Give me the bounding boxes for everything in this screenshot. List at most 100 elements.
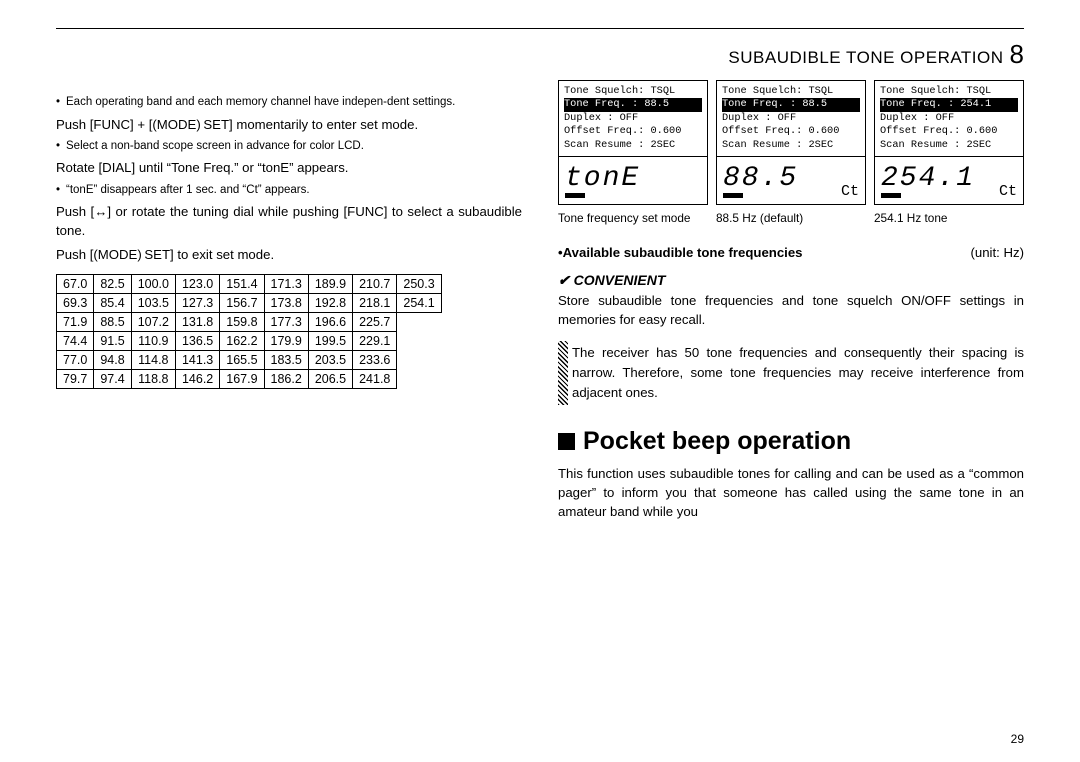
table-cell: 74.4 <box>57 331 94 350</box>
table-cell <box>397 331 441 350</box>
lcd-a-r1: Tone Squelch: TSQL <box>564 85 702 98</box>
table-cell: 151.4 <box>220 274 264 293</box>
available-frequencies-unit: (unit: Hz) <box>971 245 1025 260</box>
table-row: 77.094.8114.8141.3165.5183.5203.5233.6 <box>57 350 442 369</box>
table-cell: 69.3 <box>57 293 94 312</box>
content-columns: • Each operating band and each memory ch… <box>56 80 1024 525</box>
top-rule <box>56 28 1024 29</box>
lcd-captions: Tone frequency set mode 88.5 Hz (default… <box>558 211 1024 225</box>
lcd-c-big: 254.1 <box>881 163 975 194</box>
table-cell: 177.3 <box>264 312 308 331</box>
table-cell: 171.3 <box>264 274 308 293</box>
lcd-b-r1: Tone Squelch: TSQL <box>722 85 860 98</box>
lcd-a-display: tonE <box>559 156 707 204</box>
lcd-c-display: 254.1 Ct <box>875 156 1023 204</box>
lcd-b-bar <box>723 193 743 198</box>
table-cell: 123.0 <box>175 274 219 293</box>
step-2: Rotate [DIAL] until “Tone Freq.” or “ton… <box>56 158 522 177</box>
table-cell <box>397 350 441 369</box>
bullet-3-text: “tonE” disappears after 1 sec. and “Ct” … <box>66 182 522 199</box>
lcd-c-bar <box>881 193 901 198</box>
table-cell: 173.8 <box>264 293 308 312</box>
bullet-3: • “tonE” disappears after 1 sec. and “Ct… <box>56 182 522 199</box>
table-cell: 77.0 <box>57 350 94 369</box>
table-cell: 167.9 <box>220 369 264 388</box>
lcd-b-caption: 88.5 Hz (default) <box>716 211 866 225</box>
convenient-title: ✔ CONVENIENT <box>558 272 1024 289</box>
table-cell: 136.5 <box>175 331 219 350</box>
left-column: • Each operating band and each memory ch… <box>56 80 522 525</box>
square-icon <box>558 433 575 450</box>
lcd-c-caption: 254.1 Hz tone <box>874 211 1024 225</box>
table-cell: 127.3 <box>175 293 219 312</box>
lcd-a-bar <box>565 193 585 198</box>
table-cell: 254.1 <box>397 293 441 312</box>
table-cell: 103.5 <box>131 293 175 312</box>
lcd-c-ct: Ct <box>999 183 1017 200</box>
section-title: SUBAUDIBLE TONE OPERATION <box>728 48 1003 68</box>
table-cell: 225.7 <box>353 312 397 331</box>
table-cell: 159.8 <box>220 312 264 331</box>
table-cell: 189.9 <box>308 274 352 293</box>
lcd-b-ct: Ct <box>841 183 859 200</box>
table-row: 69.385.4103.5127.3156.7173.8192.8218.125… <box>57 293 442 312</box>
lcd-panel-b: Tone Squelch: TSQL Tone Freq. : 88.5 Dup… <box>716 80 866 205</box>
table-cell: 203.5 <box>308 350 352 369</box>
bullet-icon: • <box>56 182 66 199</box>
bullet-1: • Each operating band and each memory ch… <box>56 94 522 111</box>
pocket-beep-text: This function uses subaudible tones for … <box>558 464 1024 521</box>
bullet-icon: • <box>56 94 66 111</box>
lcd-a-big: tonE <box>565 163 640 194</box>
lcd-a-r2: Tone Freq. : 88.5 <box>564 98 702 111</box>
table-cell: 110.9 <box>131 331 175 350</box>
table-row: 74.491.5110.9136.5162.2179.9199.5229.1 <box>57 331 442 350</box>
step-3: Push [↔] or rotate the tuning dial while… <box>56 202 522 240</box>
lcd-b-display: 88.5 Ct <box>717 156 865 204</box>
lcd-c-top: Tone Squelch: TSQL Tone Freq. : 254.1 Du… <box>875 81 1023 156</box>
available-frequencies-label: •Available subaudible tone frequencies <box>558 245 803 260</box>
lcd-c-r1: Tone Squelch: TSQL <box>880 85 1018 98</box>
table-cell: 82.5 <box>94 274 131 293</box>
table-cell: 141.3 <box>175 350 219 369</box>
table-cell: 165.5 <box>220 350 264 369</box>
table-cell: 179.9 <box>264 331 308 350</box>
table-cell: 218.1 <box>353 293 397 312</box>
frequency-table: 67.082.5100.0123.0151.4171.3189.9210.725… <box>56 274 442 389</box>
table-cell: 131.8 <box>175 312 219 331</box>
table-cell: 196.6 <box>308 312 352 331</box>
table-cell: 192.8 <box>308 293 352 312</box>
step-1: Push [FUNC] + [(MODE) SET] momentarily t… <box>56 115 522 134</box>
table-cell: 97.4 <box>94 369 131 388</box>
lcd-panel-a: Tone Squelch: TSQL Tone Freq. : 88.5 Dup… <box>558 80 708 205</box>
right-column: Tone Squelch: TSQL Tone Freq. : 88.5 Dup… <box>558 80 1024 525</box>
bullet-2-text: Select a non-band scope screen in advanc… <box>66 138 522 155</box>
bullet-2: • Select a non-band scope screen in adva… <box>56 138 522 155</box>
table-row: 71.988.5107.2131.8159.8177.3196.6225.7 <box>57 312 442 331</box>
bullet-icon: • <box>56 138 66 155</box>
table-cell: 183.5 <box>264 350 308 369</box>
table-cell: 114.8 <box>131 350 175 369</box>
check-icon: ✔ <box>558 272 570 288</box>
lcd-c-r2: Tone Freq. : 254.1 <box>880 98 1018 111</box>
table-cell <box>397 312 441 331</box>
lcd-c-r3: Duplex : OFF <box>880 112 1018 125</box>
table-cell: 100.0 <box>131 274 175 293</box>
table-cell: 186.2 <box>264 369 308 388</box>
header-row: SUBAUDIBLE TONE OPERATION 8 <box>56 39 1024 70</box>
table-cell: 229.1 <box>353 331 397 350</box>
page-number: 29 <box>1011 732 1024 746</box>
lcd-a-caption: Tone frequency set mode <box>558 211 708 225</box>
lcd-a-r4: Offset Freq.: 0.600 <box>564 125 702 138</box>
table-cell: 250.3 <box>397 274 441 293</box>
lcd-a-top: Tone Squelch: TSQL Tone Freq. : 88.5 Dup… <box>559 81 707 156</box>
step-4: Push [(MODE) SET] to exit set mode. <box>56 245 522 264</box>
lcd-c-r5: Scan Resume : 2SEC <box>880 139 1018 152</box>
table-cell: 199.5 <box>308 331 352 350</box>
table-cell: 94.8 <box>94 350 131 369</box>
table-cell: 79.7 <box>57 369 94 388</box>
table-row: 79.797.4118.8146.2167.9186.2206.5241.8 <box>57 369 442 388</box>
pocket-beep-heading: Pocket beep operation <box>558 427 1024 456</box>
table-cell <box>397 369 441 388</box>
chapter-number: 8 <box>1010 39 1024 70</box>
convenient-text: Store subaudible tone frequencies and to… <box>558 291 1024 329</box>
